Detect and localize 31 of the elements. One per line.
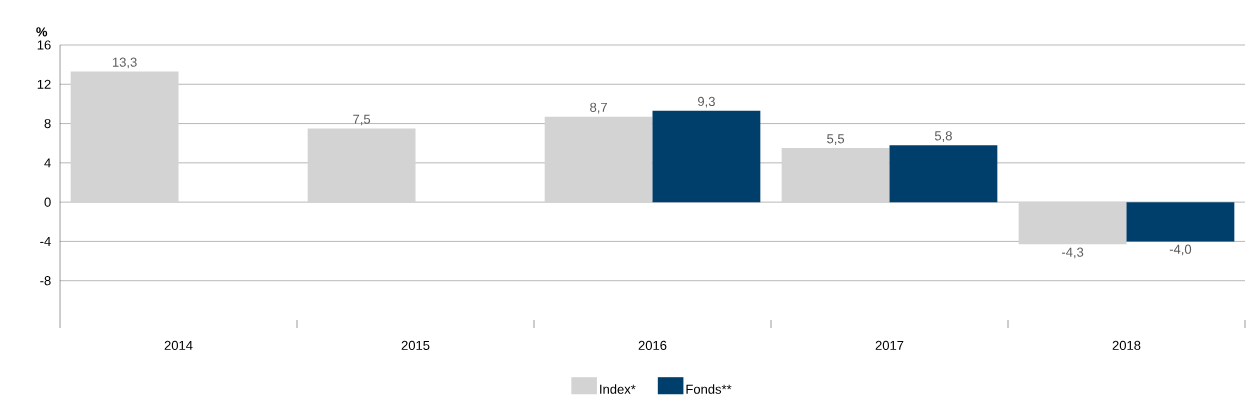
data-label: -4,3 (1061, 247, 1084, 259)
bar (70, 71, 179, 203)
x-tick-label: 2016 (638, 340, 667, 350)
bar (1018, 202, 1127, 245)
data-label: 9,3 (698, 96, 715, 108)
x-tick-label: 2018 (1112, 340, 1141, 350)
data-label: 5,8 (934, 131, 952, 142)
data-label: 5,5 (827, 134, 845, 145)
legend-label: Fonds** (686, 384, 732, 394)
data-label: -4,0 (1169, 244, 1192, 256)
bar (1126, 202, 1235, 242)
data-label: 7,5 (353, 114, 371, 126)
y-tick-label: 4 (44, 158, 51, 168)
x-tick-label: 2014 (164, 340, 193, 350)
y-tick-label: -8 (40, 276, 51, 286)
y-tick-label: 8 (44, 118, 51, 129)
y-axis-title: % (36, 27, 48, 37)
legend-label: Index* (600, 384, 636, 394)
data-label: 8,7 (590, 102, 607, 114)
y-tick-label: 0 (44, 197, 51, 207)
y-tick-label: -4 (40, 236, 51, 246)
bar (781, 148, 890, 203)
x-tick-label: 2015 (401, 340, 430, 350)
bar (652, 110, 761, 203)
bar (889, 145, 998, 203)
x-tick-label: 2017 (875, 340, 904, 350)
y-tick-label: 12 (37, 79, 51, 89)
data-label: 13,3 (112, 57, 137, 69)
y-tick-label: 16 (37, 40, 51, 50)
bar (307, 128, 416, 203)
bar (544, 116, 653, 203)
